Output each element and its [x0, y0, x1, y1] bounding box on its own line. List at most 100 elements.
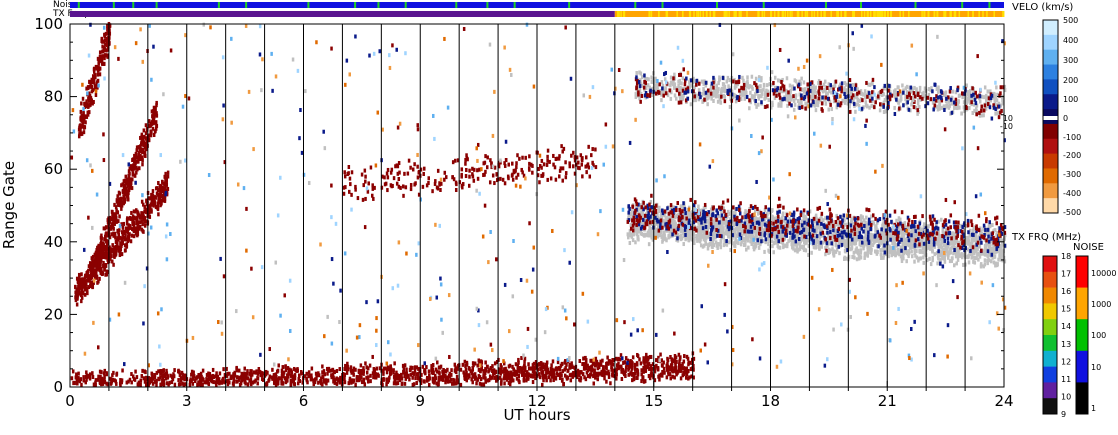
- scatter-point: [339, 379, 342, 384]
- scatter-point: [605, 366, 608, 371]
- scatter-point: [717, 222, 720, 227]
- scatter-point: [582, 366, 586, 371]
- scatter-point: [308, 373, 312, 378]
- scatter-point: [803, 231, 807, 236]
- scatter-point: [543, 364, 547, 369]
- scatter-point: [504, 158, 508, 163]
- scatter-point: [415, 381, 418, 386]
- scatter-point: [929, 262, 933, 267]
- scatter-point: [907, 243, 911, 248]
- scatter-point: [546, 370, 550, 375]
- scatter-point: [181, 372, 184, 377]
- scatter-point: [101, 254, 105, 259]
- scatter-point: [82, 130, 86, 135]
- scatter-point: [347, 381, 351, 386]
- scatter-point: [760, 225, 764, 230]
- scatter-point: [342, 372, 345, 377]
- scatter-point: [102, 260, 105, 265]
- txfreq-strip-tick: [949, 11, 951, 17]
- scatter-point: [95, 65, 99, 70]
- scatter-point: [79, 280, 83, 285]
- scatter-point: [79, 128, 82, 133]
- scatter-point: [740, 225, 743, 230]
- scatter-point: [589, 358, 592, 363]
- scatter-point: [634, 371, 637, 376]
- scatter-point: [859, 214, 863, 219]
- scatter-point: [455, 378, 459, 383]
- scatter-point: [152, 119, 156, 124]
- scatter-point: [931, 240, 935, 245]
- scatter-point: [552, 153, 555, 158]
- scatter-point: [824, 252, 827, 257]
- scatter-point: [363, 382, 367, 387]
- txfreq-strip-tick: [908, 11, 910, 17]
- scatter-point: [117, 190, 121, 195]
- scatter-point: [991, 255, 994, 260]
- scatter-point: [573, 155, 577, 160]
- scatter-point: [636, 212, 639, 217]
- scatter-point: [509, 379, 512, 384]
- scatter-point: [372, 367, 376, 372]
- scatter-point: [154, 195, 157, 200]
- scatter-point: [940, 217, 943, 222]
- scatter-point: [578, 359, 582, 364]
- scatter-point: [135, 375, 139, 380]
- scatter-point: [511, 172, 514, 177]
- scatter-point: [425, 365, 428, 370]
- scatter-point: [491, 173, 495, 178]
- scatter-point: [914, 253, 917, 258]
- scatter-point: [596, 377, 600, 382]
- scatter-point: [132, 374, 135, 379]
- scatter-point: [164, 175, 167, 180]
- txfreq-strip-tick: [967, 11, 970, 17]
- scatter-point: [493, 371, 496, 376]
- txfreq-strip-tick: [658, 11, 660, 17]
- scatter-point: [871, 243, 875, 248]
- txfreq-strip-tick: [844, 11, 846, 17]
- scatter-point: [257, 367, 261, 372]
- scatter-point: [184, 382, 187, 387]
- scatter-point: [501, 177, 505, 182]
- noise-strip-tick: [486, 2, 489, 8]
- scatter-point: [161, 180, 164, 185]
- scatter-point: [887, 254, 890, 259]
- scatter-point: [348, 176, 352, 181]
- scatter-point: [365, 375, 368, 380]
- scatter-point: [124, 181, 127, 186]
- scatter-point: [208, 371, 212, 376]
- scatter-point: [84, 274, 87, 279]
- scatter-point: [280, 376, 283, 381]
- scatter-point: [95, 275, 99, 280]
- scatter-point: [587, 144, 590, 149]
- scatter-point: [159, 202, 163, 207]
- scatter-point: [648, 376, 652, 381]
- scatter-point: [103, 374, 106, 379]
- scatter-point: [447, 373, 451, 378]
- scatter-point: [249, 378, 252, 383]
- scatter-point: [482, 369, 485, 374]
- txfreq-strip-tick: [890, 11, 893, 17]
- scatter-point: [294, 368, 297, 373]
- scatter-point: [916, 234, 920, 239]
- scatter-point: [679, 237, 683, 242]
- scatter-point: [394, 373, 397, 378]
- scatter-point: [695, 236, 699, 241]
- scatter-point: [285, 376, 288, 381]
- scatter-point: [732, 229, 735, 234]
- scatter-point: [479, 359, 483, 364]
- scatter-point: [922, 260, 925, 265]
- scatter-point: [87, 96, 90, 101]
- txfreq-strip-tick: [853, 11, 856, 17]
- scatter-point: [92, 69, 96, 74]
- scatter-point: [189, 377, 192, 382]
- scatter-point: [431, 189, 434, 194]
- scatter-point: [540, 173, 543, 178]
- scatter-point: [969, 246, 973, 251]
- scatter-point: [282, 374, 285, 379]
- scatter-point: [106, 47, 110, 52]
- scatter-point: [605, 379, 608, 384]
- scatter-point: [124, 226, 128, 231]
- scatter-point: [848, 238, 851, 243]
- scatter-point: [105, 269, 109, 274]
- scatter-point: [654, 227, 658, 232]
